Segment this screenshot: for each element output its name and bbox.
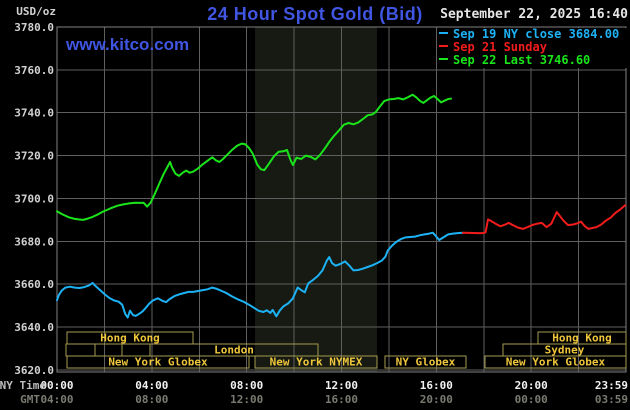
gmt-axis-caption: GMT <box>20 393 40 406</box>
session-box <box>384 355 467 369</box>
ny-time-tick-label: 20:00 <box>515 379 548 392</box>
y-tick-label: 3620.0 <box>14 364 54 377</box>
ny-time-tick-label: 16:00 <box>420 379 453 392</box>
gmt-tick-label: 20:00 <box>420 393 453 406</box>
ny-time-tick-label: 12:00 <box>325 379 358 392</box>
session-label: New York Globex <box>506 356 606 369</box>
series-line-1 <box>461 204 627 235</box>
legend-marker-sep21-icon <box>439 45 448 47</box>
y-tick-label: 3640.0 <box>14 321 54 334</box>
y-tick-label: 3740.0 <box>14 107 54 120</box>
ny-time-axis-caption: NY Time <box>0 379 46 392</box>
session-label: Hong Kong <box>100 332 160 345</box>
y-tick-label: 3660.0 <box>14 278 54 291</box>
session-box <box>66 355 250 369</box>
y-tick-label: 3720.0 <box>14 150 54 163</box>
plot-border <box>56 26 627 373</box>
legend: Sep 19 NY close 3684.00 Sep 21 Sunday Se… <box>437 28 629 68</box>
gmt-tick-label: 08:00 <box>135 393 168 406</box>
session-box <box>121 343 151 357</box>
session-box <box>484 355 627 369</box>
legend-text-sep19: Sep 19 NY close 3684.00 <box>453 27 620 41</box>
legend-text-sep21: Sep 21 Sunday <box>453 40 547 54</box>
ny-time-tick-label: 08:00 <box>230 379 263 392</box>
gmt-tick-label: 00:00 <box>515 393 548 406</box>
y-tick-label: 3760.0 <box>14 64 54 77</box>
session-label: Hong Kong <box>552 332 612 345</box>
legend-text-sep22: Sep 22 Last 3746.60 <box>453 53 591 67</box>
session-label: New York Globex <box>108 356 208 369</box>
gmt-tick-label: 16:00 <box>325 393 358 406</box>
datetime-label: September 22, 2025 16:40 <box>440 7 628 22</box>
legend-marker-sep22-icon <box>439 58 448 60</box>
legend-item-sep19: Sep 19 NY close 3684.00 <box>437 28 629 41</box>
series-line-0 <box>56 231 464 319</box>
gmt-tick-label: 03:59 <box>595 393 628 406</box>
gmt-tick-label: 04:00 <box>40 393 73 406</box>
page-title: 24 Hour Spot Gold (Bid) <box>207 4 423 24</box>
session-box <box>65 343 96 357</box>
y-tick-label: 3680.0 <box>14 235 54 248</box>
session-box <box>254 355 378 369</box>
legend-marker-sep19-icon <box>439 32 448 34</box>
kitco-link[interactable]: www.kitco.com <box>66 35 190 54</box>
gmt-tick-label: 12:00 <box>230 393 263 406</box>
session-box <box>94 343 123 357</box>
ny-time-tick-label: 23:59 <box>595 379 628 392</box>
y-axis-unit-label: USD/oz <box>16 5 56 18</box>
ny-time-tick-label: 04:00 <box>135 379 168 392</box>
y-tick-label: 3780.0 <box>14 21 54 34</box>
session-label: London <box>214 344 254 357</box>
y-tick-label: 3700.0 <box>14 192 54 205</box>
session-label: Sydney <box>545 344 585 357</box>
legend-item-sep22: Sep 22 Last 3746.60 <box>437 54 629 67</box>
nymex-session-band <box>254 27 378 372</box>
ny-time-tick-label: 00:00 <box>40 379 73 392</box>
session-label: New York NYMEX <box>270 356 363 369</box>
legend-item-sep21: Sep 21 Sunday <box>437 41 629 54</box>
session-label: NY Globex <box>396 356 456 369</box>
series-line-2 <box>56 93 452 221</box>
